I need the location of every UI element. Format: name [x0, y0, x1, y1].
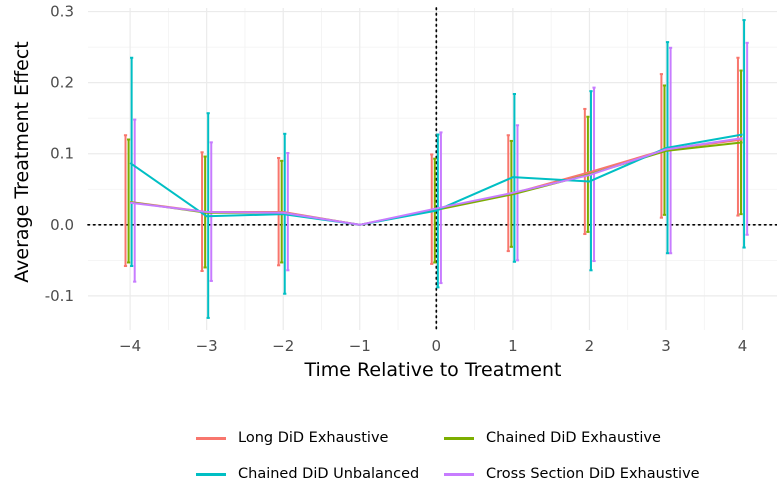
y-tick-label: 0.1: [50, 145, 74, 163]
legend-label: Chained DiD Exhaustive: [486, 430, 661, 446]
legend-swatch: [444, 472, 474, 476]
error-bar-long-did-exhaustive: [736, 56, 740, 217]
legend-row: Chained DiD Unbalanced Cross Section DiD…: [196, 456, 716, 492]
x-tick-label: 3: [661, 337, 671, 355]
legend-label: Long DiD Exhaustive: [238, 430, 389, 446]
legend-row: Long DiD Exhaustive Chained DiD Exhausti…: [196, 420, 716, 456]
x-tick-label: 2: [585, 337, 595, 355]
error-bar-cross-section-did-exhaustive: [745, 41, 749, 236]
event-study-chart: -0.1 0.0 0.1 0.2 0.3 −4 −3 −2 −1 0 1 2 3 4 Time Rela…: [11, 3, 777, 381]
legend: Long DiD Exhaustive Chained DiD Exhausti…: [196, 420, 716, 492]
y-tick-label: 0.2: [50, 74, 74, 92]
x-axis-title: Time Relative to Treatment: [304, 359, 562, 381]
y-tick-label: -0.1: [45, 287, 74, 305]
y-tick-label: 0.3: [50, 3, 74, 21]
legend-item-chained-did-exhaustive: Chained DiD Exhaustive: [444, 430, 661, 446]
legend-swatch: [196, 436, 226, 440]
y-tick-label: 0.0: [50, 216, 74, 234]
error-bar-long-did-exhaustive: [659, 73, 664, 219]
x-tick-label: −2: [272, 337, 294, 355]
legend-swatch: [444, 436, 474, 440]
legend-item-long-did-exhaustive: Long DiD Exhaustive: [196, 430, 444, 446]
series-line-cross-section-did-exhaustive: [129, 137, 743, 226]
x-tick-labels: −4 −3 −2 −1 0 1 2 3 4: [119, 337, 747, 355]
legend-swatch: [196, 472, 226, 476]
x-tick-label: −3: [196, 337, 218, 355]
x-tick-label: 1: [508, 337, 518, 355]
series-lines: [129, 133, 743, 226]
x-tick-label: −1: [349, 337, 371, 355]
y-tick-labels: -0.1 0.0 0.1 0.2 0.3: [45, 3, 74, 305]
legend-label: Chained DiD Unbalanced: [238, 466, 420, 482]
error-bar-long-did-exhaustive: [123, 134, 128, 268]
error-bar-long-did-exhaustive: [583, 107, 587, 236]
y-axis-title: Average Treatment Effect: [11, 41, 33, 282]
legend-label: Cross Section DiD Exhaustive: [486, 466, 700, 482]
x-tick-label: 4: [738, 337, 748, 355]
series-line-chained-did-unbalanced: [129, 133, 743, 226]
x-tick-label: 0: [432, 337, 442, 355]
error-bar-chained-did-unbalanced: [742, 19, 746, 249]
error-bar-cross-section-did-exhaustive: [286, 152, 290, 272]
error-bar-chained-did-exhaustive: [126, 138, 131, 264]
legend-item-cross-section-did-exhaustive: Cross Section DiD Exhaustive: [444, 466, 700, 482]
legend-item-chained-did-unbalanced: Chained DiD Unbalanced: [196, 466, 444, 482]
x-tick-label: −4: [119, 337, 141, 355]
error-bar-chained-did-unbalanced: [130, 56, 134, 268]
error-bar-cross-section-did-exhaustive: [133, 118, 137, 283]
